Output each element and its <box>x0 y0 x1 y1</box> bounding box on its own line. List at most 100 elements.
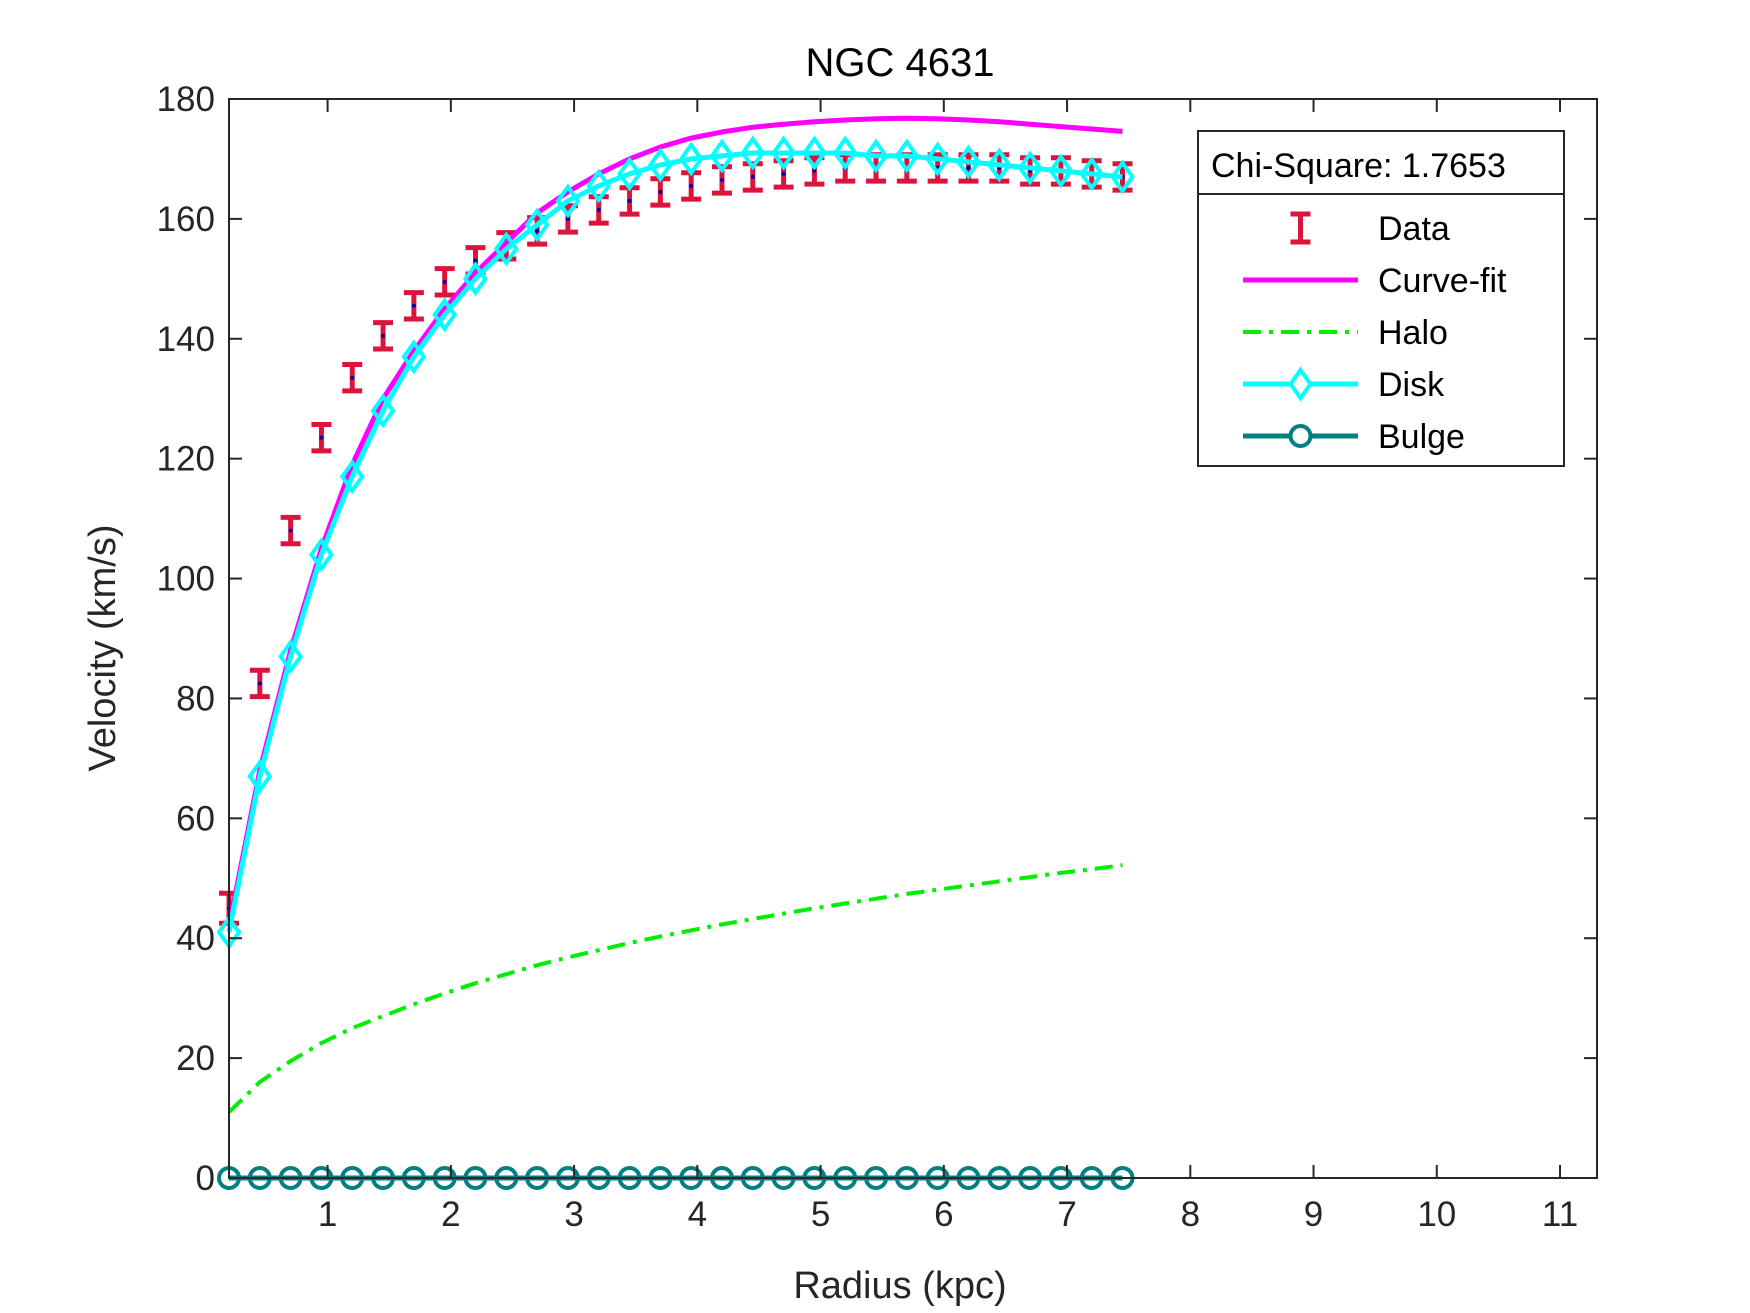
disk-point-marker <box>956 144 981 180</box>
legend-item: Data <box>1290 210 1450 248</box>
legend-item: Bulge <box>1243 418 1465 456</box>
x-tick-label: 9 <box>1304 1195 1323 1234</box>
x-tick-label: 1 <box>318 1195 337 1234</box>
x-tick-label: 2 <box>441 1195 460 1234</box>
disk-point-marker <box>925 141 951 177</box>
data-point-marker <box>689 183 694 188</box>
data-point-marker <box>350 375 355 380</box>
disk-point-marker <box>709 138 735 174</box>
disk-point-marker <box>555 183 581 219</box>
disk-point-marker <box>832 135 858 171</box>
disk-point-marker <box>339 459 365 495</box>
data-point-marker <box>473 258 478 263</box>
disk-point-marker <box>370 393 396 429</box>
data-point-marker <box>966 165 971 170</box>
legend-item: Curve-fit <box>1243 262 1507 300</box>
legend: Chi-Square: 1.7653 Data Curve-fit Halo Disk… <box>1197 130 1565 467</box>
x-tick-label: 8 <box>1181 1195 1200 1234</box>
y-tick-label: 40 <box>176 919 215 958</box>
y-tick-label: 140 <box>157 320 215 359</box>
y-tick-label: 100 <box>157 560 215 599</box>
legend-label: Disk <box>1378 366 1445 404</box>
data-point-marker <box>257 681 262 686</box>
x-tick-label: 4 <box>688 1195 707 1234</box>
legend-item: Disk <box>1243 366 1445 404</box>
data-point-marker <box>535 228 540 233</box>
disk-point-marker <box>617 156 642 192</box>
data-point-marker <box>719 177 724 182</box>
y-axis-label: Velocity (km/s) <box>82 524 124 771</box>
y-tick-label: 0 <box>196 1159 215 1198</box>
legend-header: Chi-Square: 1.7653 <box>1211 147 1506 185</box>
y-tick-label: 60 <box>176 799 215 838</box>
data-point-marker <box>381 333 386 338</box>
y-tick-label: 80 <box>176 679 215 718</box>
legend-box <box>1197 130 1565 467</box>
data-point-marker <box>288 528 293 533</box>
disk-point-marker <box>401 339 427 375</box>
disk-point-marker <box>1017 150 1043 186</box>
disk-point-marker <box>463 261 488 297</box>
y-tick-label: 20 <box>176 1039 215 1078</box>
y-tick-label: 160 <box>157 200 215 239</box>
data-point <box>434 266 455 298</box>
data-point <box>249 667 270 700</box>
x-tick-label: 3 <box>564 1195 583 1234</box>
disk-point-marker <box>308 537 334 573</box>
disk-point-marker <box>740 135 766 171</box>
data-point-marker <box>750 174 755 179</box>
legend-label: Bulge <box>1378 418 1465 456</box>
data-point-marker <box>596 207 601 212</box>
data-point-marker <box>812 168 817 173</box>
x-tick-label: 11 <box>1542 1195 1578 1234</box>
disk-point-marker <box>247 758 273 794</box>
legend-item: Halo <box>1243 314 1448 352</box>
data-point-marker <box>411 303 416 308</box>
disk-point-marker <box>678 141 704 177</box>
x-tick-label: 7 <box>1057 1195 1076 1234</box>
x-axis-label: Radius (kpc) <box>793 1265 1006 1307</box>
disk-point-marker <box>524 207 550 243</box>
halo-series-line <box>227 863 1123 1114</box>
disk-point-marker <box>647 147 673 183</box>
data-point-marker <box>627 198 632 203</box>
curve-fit-series-line <box>226 115 1123 927</box>
disk-point-marker <box>1110 159 1135 195</box>
data-point-marker <box>319 435 324 440</box>
disk-point-marker <box>771 135 797 171</box>
axes-box <box>228 98 1598 1179</box>
disk-point-marker <box>493 231 519 267</box>
y-tick-label: 180 <box>157 80 215 119</box>
data-point-marker <box>658 189 663 194</box>
legend-circle-marker <box>1288 424 1313 448</box>
legend-label: Halo <box>1378 314 1448 352</box>
disk-point-marker <box>894 138 920 174</box>
data-point-marker <box>442 279 447 284</box>
data-point <box>403 290 424 322</box>
disk-point-marker <box>863 138 889 174</box>
data-point <box>311 421 332 454</box>
disk-series-line <box>226 150 1123 933</box>
data-point <box>342 362 363 394</box>
y-tick-label: 120 <box>157 440 215 479</box>
chart-title: NGC 4631 <box>806 41 995 85</box>
disk-point-marker <box>801 135 827 171</box>
data-point <box>280 514 301 547</box>
disk-point-marker <box>986 147 1012 183</box>
data-point <box>373 320 394 352</box>
x-tick-label: 5 <box>811 1195 830 1234</box>
disk-point-marker <box>586 168 612 204</box>
legend-label: Data <box>1378 210 1450 248</box>
disk-point-marker <box>1048 153 1074 189</box>
x-tick-label: 10 <box>1417 1195 1456 1234</box>
data-point-marker <box>781 171 786 176</box>
legend-label: Curve-fit <box>1378 262 1507 300</box>
disk-point-marker <box>1079 156 1105 192</box>
disk-point-marker <box>278 639 304 674</box>
data-point-marker <box>565 216 570 221</box>
x-tick-label: 6 <box>934 1195 953 1234</box>
disk-point-marker <box>432 297 458 333</box>
legend-diamond-marker <box>1288 366 1313 402</box>
axis-ticks: 1 2 3 4 5 6 7 8 9 10 11 0 20 40 60 80 100 120 140 160 180 <box>157 80 1598 1234</box>
